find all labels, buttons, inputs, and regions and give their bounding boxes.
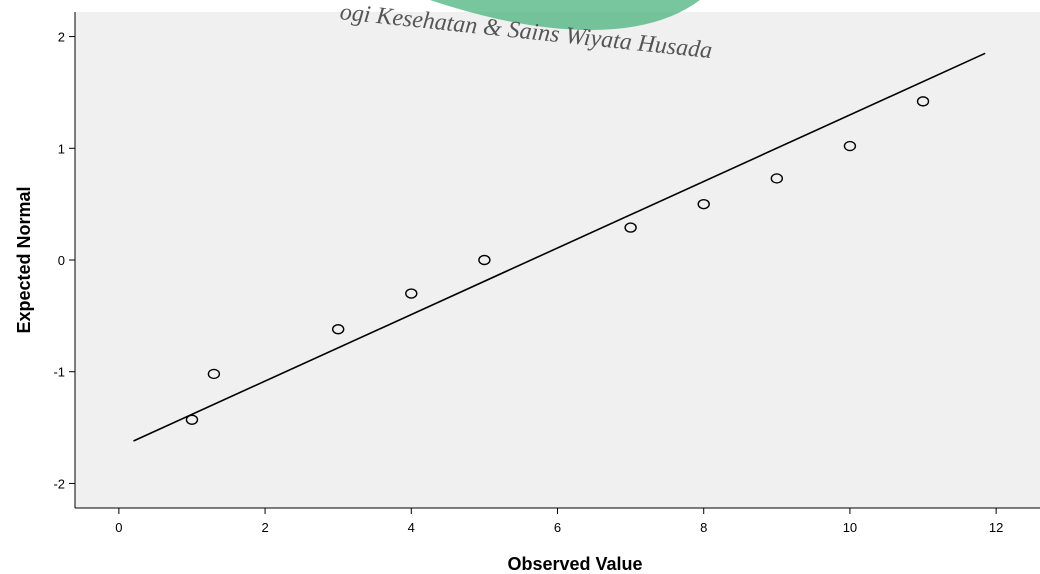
data-point (624, 222, 637, 233)
x-tick-label: 10 (843, 520, 857, 535)
x-tick-label: 8 (700, 520, 707, 535)
data-point (331, 324, 345, 335)
y-axis-title: Expected Normal (14, 186, 34, 333)
data-point (770, 173, 784, 184)
data-points (185, 96, 930, 425)
y-tick-label: -2 (53, 476, 65, 491)
x-tick-label: 4 (408, 520, 415, 535)
x-tick-label: 0 (115, 520, 122, 535)
data-point (207, 368, 221, 380)
x-tick-label: 6 (554, 520, 561, 535)
data-point (843, 140, 857, 152)
data-point (916, 96, 930, 107)
x-axis-title: Observed Value (507, 554, 642, 574)
data-point (478, 254, 491, 266)
data-point (185, 414, 199, 425)
reference-line (133, 52, 986, 442)
data-point (405, 288, 418, 299)
y-tick-label: 1 (58, 141, 65, 156)
data-point (697, 198, 710, 210)
watermark-logo-arc (430, 0, 700, 30)
plot-area (75, 12, 1040, 508)
y-tick-label: -1 (53, 365, 65, 380)
y-tick-label: 0 (58, 253, 65, 268)
y-tick-label: 2 (58, 30, 65, 45)
x-tick-label: 2 (261, 520, 268, 535)
reference-line-layer (133, 52, 986, 442)
x-tick-label: 12 (989, 520, 1003, 535)
